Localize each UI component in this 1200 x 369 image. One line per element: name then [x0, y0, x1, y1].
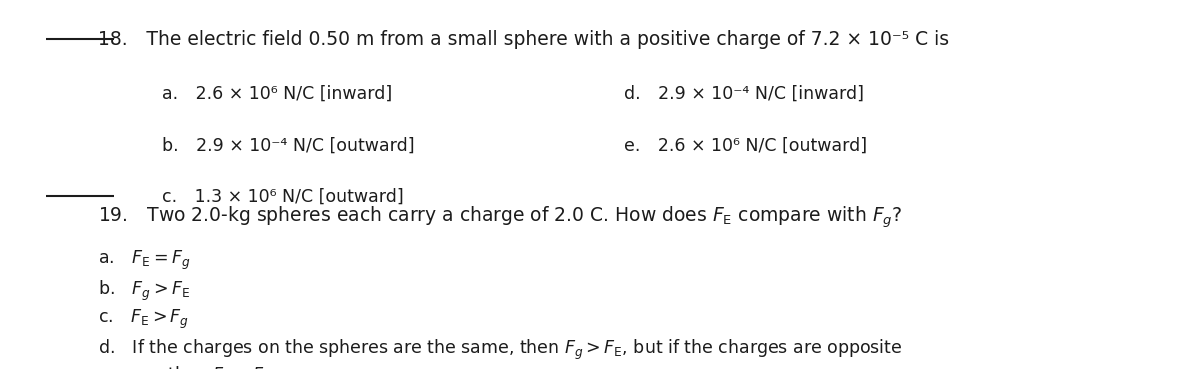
Text: 19. Two 2.0-kg spheres each carry a charge of 2.0 C. How does $F_\mathrm{E}$ com: 19. Two 2.0-kg spheres each carry a char…	[98, 205, 902, 230]
Text: then $F_\mathrm{E} > F_g$.: then $F_\mathrm{E} > F_g$.	[98, 365, 276, 369]
Text: b. $F_g > F_\mathrm{E}$: b. $F_g > F_\mathrm{E}$	[98, 279, 191, 303]
Text: a. $F_\mathrm{E} = F_g$: a. $F_\mathrm{E} = F_g$	[98, 249, 191, 272]
Text: 18. The electric field 0.50 m from a small sphere with a positive charge of 7.2 : 18. The electric field 0.50 m from a sma…	[98, 30, 949, 48]
Text: c.  1.3 × 10⁶ N/C [outward]: c. 1.3 × 10⁶ N/C [outward]	[162, 188, 403, 206]
Text: e.  2.6 × 10⁶ N/C [outward]: e. 2.6 × 10⁶ N/C [outward]	[624, 137, 868, 155]
Text: b.  2.9 × 10⁻⁴ N/C [outward]: b. 2.9 × 10⁻⁴ N/C [outward]	[162, 137, 415, 155]
Text: d. If the charges on the spheres are the same, then $F_g > F_\mathrm{E}$, but if: d. If the charges on the spheres are the…	[98, 338, 902, 362]
Text: a.  2.6 × 10⁶ N/C [inward]: a. 2.6 × 10⁶ N/C [inward]	[162, 85, 392, 103]
Text: c. $F_\mathrm{E} > F_g$: c. $F_\mathrm{E} > F_g$	[98, 308, 190, 331]
Text: d.  2.9 × 10⁻⁴ N/C [inward]: d. 2.9 × 10⁻⁴ N/C [inward]	[624, 85, 864, 103]
